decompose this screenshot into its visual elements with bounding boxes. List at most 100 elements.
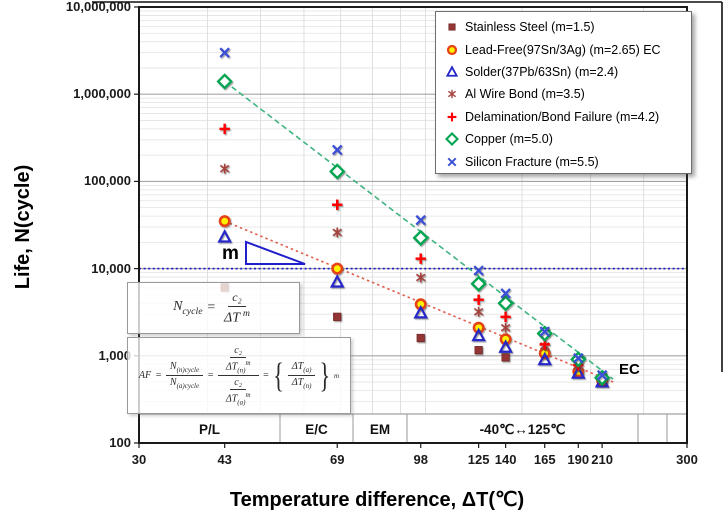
af-cycle-ratio: N(n)cycle N(a)cycle — [165, 361, 204, 390]
equals-sign: = — [207, 370, 214, 381]
marker-triangle — [471, 327, 486, 342]
marker-xmark — [331, 144, 343, 156]
y-tick-label: 1,000,000 — [73, 86, 131, 102]
legend-item: Al Wire Bond (m=3.5) — [444, 83, 691, 105]
xmark-legend-icon — [447, 157, 457, 166]
x-tick-label: 125 — [467, 452, 490, 467]
marker-plus — [332, 199, 343, 210]
marker-plus — [415, 253, 426, 264]
band-cell-label: -40℃↔125℃ — [479, 422, 566, 437]
legend-item-label: Lead-Free(97Sn/3Ag) (m=2.65) EC — [465, 42, 661, 57]
marker-square — [501, 353, 510, 362]
marker-xmark — [473, 265, 484, 276]
marker-asterisk — [447, 90, 457, 99]
x-tick-label: 43 — [217, 452, 232, 467]
marker-triangle — [571, 365, 586, 379]
plot-frame — [92, 1, 723, 444]
marker-xmark — [415, 214, 426, 226]
marker-asterisk — [332, 227, 342, 238]
y-tick-label: 1,000 — [98, 347, 131, 363]
x-tick-label: 190 — [567, 452, 590, 467]
af-symbol: AF — [138, 370, 152, 381]
data-markers — [216, 47, 611, 388]
af-exponent: m — [334, 371, 340, 380]
legend-item-label: Silicon Fracture (m=5.5) — [465, 154, 599, 169]
triangle-legend-icon — [445, 65, 459, 77]
marker-plus — [447, 112, 457, 122]
annotation-band — [139, 413, 687, 443]
legend-item: Copper (m=5.0) — [444, 128, 691, 150]
af-c2-ratio: c₂ ΔT(n)m c₂ ΔT(a)m — [217, 345, 259, 406]
y-tick-label: 100 — [109, 435, 131, 450]
x-axis-title: Temperature difference, ΔT(℃) — [229, 489, 525, 511]
marker-triangle — [329, 274, 345, 288]
marker-diamond — [329, 163, 346, 180]
left-brace: { — [273, 354, 284, 395]
af-result-ratio: ΔT(a) ΔT(n) — [287, 361, 316, 390]
marker-circle — [446, 44, 458, 55]
marker-square — [474, 346, 483, 355]
x-tick-label: 165 — [533, 452, 556, 467]
marker-triangle — [537, 351, 553, 366]
marker-diamond — [216, 73, 233, 90]
marker-diamond — [412, 229, 429, 247]
marker-circle — [218, 215, 231, 228]
marker-asterisk — [415, 272, 426, 283]
band-cell-label: E/C — [305, 422, 328, 437]
slope-m-label: m — [222, 243, 239, 264]
ec-label: EC — [619, 361, 640, 378]
marker-triangle — [498, 339, 513, 353]
slope-triangle — [245, 240, 306, 265]
marker-triangle — [445, 65, 459, 77]
legend-item: Lead-Free(97Sn/3Ag) (m=2.65) EC — [444, 38, 691, 60]
equals-sign: = — [206, 300, 216, 315]
equals-sign: = — [155, 370, 162, 381]
marker-xmark — [500, 288, 511, 299]
legend: Stainless Steel (m=1.5) Lead-Free(97Sn/3A… — [435, 11, 692, 174]
marker-xmark — [539, 326, 550, 337]
legend-item-label: Delamination/Bond Failure (m=4.2) — [465, 109, 660, 124]
circle-legend-icon — [446, 44, 458, 55]
x-tick-label: 69 — [329, 452, 345, 467]
marker-square — [333, 312, 342, 321]
legend-item-label: Copper (m=5.0) — [465, 132, 553, 147]
legend-item-label: Stainless Steel (m=1.5) — [465, 20, 595, 35]
marker-diamond — [536, 325, 553, 342]
x-tick-label: 300 — [676, 452, 698, 467]
slope-triangle-shape — [245, 240, 306, 265]
marker-diamond — [497, 295, 514, 312]
right-brace: } — [319, 354, 331, 395]
marker-diamond — [470, 275, 487, 292]
marker-diamond — [445, 132, 459, 147]
marker-xmark — [573, 352, 584, 364]
marker-xmark — [596, 369, 608, 381]
legend-item-label: Solder(37Pb/63Sn) (m=2.4) — [465, 64, 619, 79]
marker-circle — [331, 262, 344, 275]
y-tick-label: 10,000,000 — [65, 0, 131, 14]
marker-asterisk — [219, 163, 230, 174]
plus-legend-icon — [447, 112, 457, 122]
legend-item-label: Al Wire Bond (m=3.5) — [465, 87, 585, 102]
marker-triangle — [413, 304, 429, 319]
legend-item: Silicon Fracture (m=5.5) — [444, 150, 691, 172]
equals-sign: = — [262, 370, 270, 381]
marker-plus — [219, 123, 230, 135]
marker-square — [416, 333, 425, 343]
marker-plus — [500, 311, 511, 323]
marker-diamond — [593, 369, 611, 386]
marker-xmark — [219, 47, 230, 58]
diamond-legend-icon — [445, 132, 459, 147]
x-tick-label: 30 — [131, 452, 147, 467]
band-background — [139, 414, 687, 443]
legend-item: Delamination/Bond Failure (m=4.2) — [444, 106, 691, 128]
formula1-fraction: c₂ ΔT m — [224, 289, 250, 326]
band-cell-label: P/L — [198, 422, 220, 437]
plot-border — [138, 6, 688, 444]
legend-item: Stainless Steel (m=1.5) — [444, 16, 691, 38]
marker-plus — [473, 294, 484, 305]
band-cell-label: EM — [369, 422, 391, 437]
marker-square — [448, 23, 456, 31]
x-tick-label: 140 — [494, 452, 517, 467]
square-legend-icon — [448, 23, 456, 31]
marker-xmark — [447, 157, 457, 166]
